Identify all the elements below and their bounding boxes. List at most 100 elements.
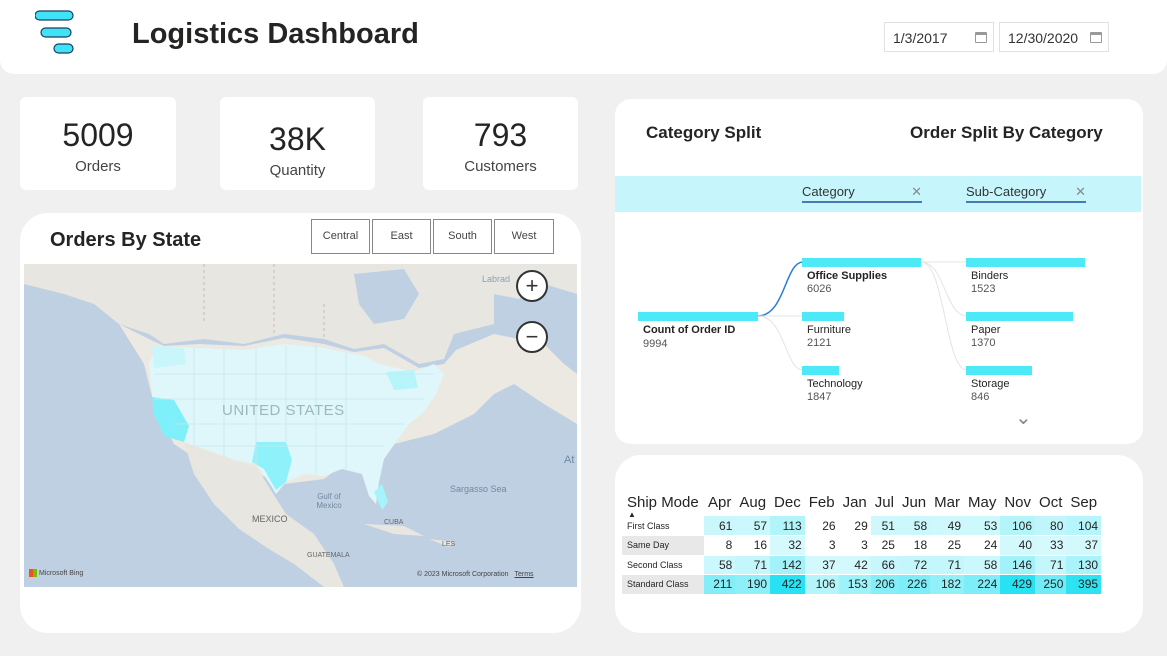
- matrix-cell: 3: [838, 535, 871, 556]
- column-header-jun[interactable]: Jun: [901, 493, 927, 511]
- region-button-central[interactable]: Central: [311, 219, 370, 254]
- filter-bar: Category ✕ Sub-Category ✕: [615, 176, 1141, 212]
- category-label: Technology: [807, 378, 863, 390]
- matrix-cell: 58: [897, 516, 931, 536]
- column-header-apr[interactable]: Apr: [708, 493, 732, 511]
- column-header-aug[interactable]: Aug: [739, 493, 767, 511]
- category-bar-technology[interactable]: [802, 366, 839, 375]
- map-label-country: UNITED STATES: [222, 402, 345, 419]
- category-label: Furniture: [807, 324, 852, 336]
- matrix-cell: 51: [870, 516, 898, 536]
- map-label-sargasso: Sargasso Sea: [450, 484, 507, 494]
- matrix-cell: 25: [870, 535, 898, 556]
- subcategory-bar-storage[interactable]: [966, 366, 1032, 375]
- column-header-nov[interactable]: Nov: [1004, 493, 1032, 511]
- category-bar-furniture[interactable]: [802, 312, 844, 321]
- matrix-cell: 42: [838, 555, 871, 575]
- order-split-title: Order Split By Category: [910, 123, 1103, 142]
- matrix-cell: 53: [964, 516, 1001, 536]
- category-split-card: Category Split Order Split By Category C…: [615, 99, 1143, 444]
- matrix-cell: 58: [704, 555, 736, 575]
- column-header-may[interactable]: May: [968, 493, 997, 511]
- column-header-jul[interactable]: Jul: [874, 493, 894, 511]
- table-row: Same Day 8 16 32 3 3 25 18 25 24 40 33 37: [622, 535, 1102, 556]
- chevron-down-icon[interactable]: ⌄: [1015, 407, 1032, 429]
- map-label-gulf: Gulf of Mexico: [316, 492, 342, 510]
- matrix-cell: 8: [704, 535, 736, 556]
- matrix-cell: 429: [1000, 574, 1036, 595]
- map-label-labrador: Labrad: [482, 274, 511, 284]
- matrix-cell: 211: [704, 574, 736, 595]
- row-label[interactable]: Same Day: [622, 535, 704, 556]
- remove-subcategory-icon[interactable]: ✕: [1075, 184, 1086, 199]
- column-header-jan[interactable]: Jan: [842, 493, 867, 511]
- kpi-label: Orders: [75, 158, 121, 175]
- subcategory-filter[interactable]: Sub-Category ✕: [966, 184, 1086, 203]
- matrix-cell: 24: [964, 535, 1001, 556]
- row-label[interactable]: First Class: [622, 516, 704, 536]
- calendar-icon[interactable]: [975, 32, 987, 43]
- logo-icon: [35, 10, 74, 54]
- map-graphic: [24, 264, 577, 587]
- zoom-out-button[interactable]: −: [516, 321, 548, 353]
- matrix-cell: 422: [770, 574, 805, 595]
- matrix-cell: 182: [930, 574, 964, 595]
- map-copyright: © 2023 Microsoft Corporation Terms: [417, 571, 534, 578]
- kpi-value: 38K: [269, 121, 326, 157]
- column-header-sep[interactable]: Sep: [1070, 493, 1098, 511]
- page-title: Logistics Dashboard: [132, 18, 419, 50]
- remove-category-icon[interactable]: ✕: [911, 184, 922, 199]
- matrix-cell: 18: [897, 535, 931, 556]
- subcategory-label: Storage: [971, 378, 1010, 390]
- end-date-field[interactable]: 12/30/2020: [999, 22, 1109, 52]
- matrix-cell: 61: [704, 516, 736, 536]
- region-button-east[interactable]: East: [372, 219, 431, 254]
- subcategory-value: 846: [971, 391, 990, 403]
- category-value: 2121: [807, 337, 832, 349]
- start-date-field[interactable]: 1/3/2017: [884, 22, 994, 52]
- matrix-cell: 25: [930, 535, 964, 556]
- matrix-cell: 395: [1066, 574, 1102, 595]
- table-row: Standard Class 211 190 422 106 153 206 226 182 22…: [622, 574, 1102, 595]
- matrix-cell: 32: [770, 535, 805, 556]
- matrix-cell: 71: [930, 555, 964, 575]
- matrix-cell: 250: [1035, 574, 1067, 595]
- category-filter[interactable]: Category ✕: [802, 184, 922, 203]
- column-header-feb[interactable]: Feb: [808, 493, 835, 511]
- subcategory-bar-binders[interactable]: [966, 258, 1085, 267]
- terms-link[interactable]: Terms: [514, 571, 534, 578]
- subcategory-label: Paper: [971, 324, 1001, 336]
- row-label[interactable]: Second Class: [622, 555, 704, 575]
- category-split-title: Category Split: [646, 123, 762, 142]
- sort-ascending-icon[interactable]: ▲: [628, 510, 636, 519]
- column-header-mar[interactable]: Mar: [934, 493, 960, 511]
- zoom-in-button[interactable]: +: [516, 270, 548, 302]
- ship-mode-header-label: Ship Mode: [627, 493, 699, 511]
- region-button-south[interactable]: South: [433, 219, 492, 254]
- subcategory-bar-paper[interactable]: [966, 312, 1073, 321]
- header-bar: Logistics Dashboard 1/3/2017 12/30/2020: [0, 0, 1167, 74]
- kpi-orders-card: 5009 Orders: [20, 97, 176, 190]
- subcategory-label: Binders: [971, 270, 1009, 282]
- matrix-cell: 29: [838, 516, 871, 536]
- category-label: Office Supplies: [807, 270, 888, 282]
- state-map[interactable]: UNITED STATES Labrad Gulf of Mexico Sarg…: [24, 264, 577, 587]
- column-header-dec[interactable]: Dec: [774, 493, 801, 511]
- root-bar[interactable]: [638, 312, 758, 321]
- matrix-cell: 3: [804, 535, 839, 556]
- region-button-west[interactable]: West: [494, 219, 554, 254]
- map-label-islands: LES: [442, 541, 456, 548]
- matrix-cell: 104: [1066, 516, 1102, 536]
- copyright-text: © 2023 Microsoft Corporation: [417, 571, 509, 578]
- kpi-value: 5009: [62, 117, 134, 153]
- map-label-atlantic: At: [564, 454, 575, 466]
- root-value: 9994: [643, 338, 668, 350]
- category-bar-office-supplies[interactable]: [802, 258, 921, 267]
- calendar-icon[interactable]: [1090, 32, 1102, 43]
- ship-mode-header[interactable]: Ship Mode ▲: [622, 488, 704, 520]
- row-label[interactable]: Standard Class: [622, 574, 704, 595]
- map-label-guatemala: GUATEMALA: [307, 552, 350, 559]
- matrix-cell: 26: [804, 516, 839, 536]
- column-header-oct[interactable]: Oct: [1039, 493, 1063, 511]
- matrix-cell: 130: [1066, 555, 1102, 575]
